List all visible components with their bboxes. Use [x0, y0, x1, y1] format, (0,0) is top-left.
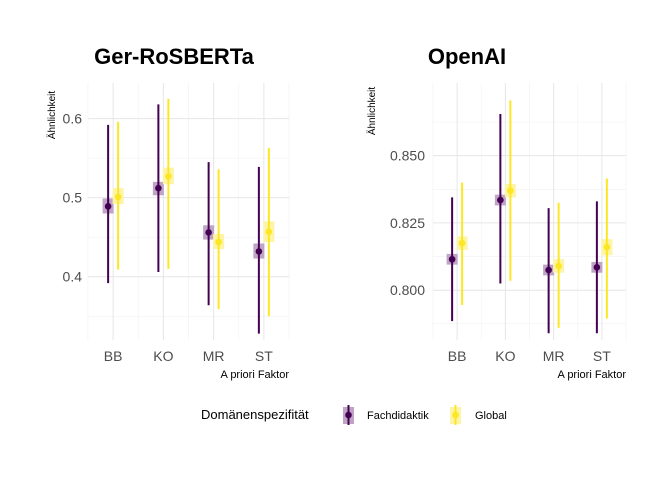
mean-point	[603, 243, 611, 251]
panel-ger-rosberta: Ger-RoSBERTa Ähnlichkeit A priori Faktor…	[46, 44, 289, 381]
y-tick-label: 0.6	[63, 111, 83, 127]
mean-point	[255, 248, 263, 255]
legend-key-fachdidaktik-point	[345, 411, 352, 419]
x-tick-label: KO	[495, 348, 515, 364]
mean-point	[507, 187, 514, 194]
mean-point	[104, 203, 112, 210]
legend-key-global-point	[452, 411, 459, 419]
panel-title: OpenAI	[428, 44, 506, 69]
legend-key-fachdidaktik	[343, 405, 354, 425]
mean-point	[265, 228, 273, 235]
y-tick-label: 0.800	[390, 282, 425, 298]
mean-point	[165, 173, 172, 180]
mean-point	[155, 184, 162, 192]
series-global	[112, 98, 275, 317]
y-axis-label: Ähnlichkeit	[46, 91, 58, 140]
panel-title: Ger-RoSBERTa	[94, 44, 254, 69]
legend-title: Domänenspezifität	[201, 407, 309, 422]
legend: Domänenspezifität Fachdidaktik Global	[201, 405, 507, 425]
mean-point	[114, 193, 122, 201]
series-fachdidaktik	[102, 104, 265, 334]
x-axis-label: A priori Faktor	[221, 369, 290, 381]
grid	[87, 83, 290, 340]
x-tick-label: BB	[448, 348, 467, 364]
x-tick-label: ST	[593, 348, 611, 364]
y-tick-label: 0.825	[390, 215, 425, 231]
y-axis-label: Ähnlichkeit	[366, 87, 378, 136]
mean-point	[458, 239, 466, 247]
mean-point	[448, 255, 456, 263]
grid	[432, 83, 627, 340]
x-tick-label: MR	[203, 348, 225, 364]
x-tick-label: MR	[543, 348, 565, 364]
y-tick-label: 0.4	[63, 269, 83, 285]
series-fachdidaktik	[446, 113, 603, 334]
x-tick-label: ST	[255, 348, 273, 364]
x-tick-label: KO	[153, 348, 173, 364]
panel-openai: OpenAI Ähnlichkeit A priori Faktor 0.800…	[366, 44, 626, 381]
legend-label-fachdidaktik: Fachdidaktik	[367, 410, 429, 422]
mean-point	[555, 262, 562, 270]
mean-point	[497, 196, 504, 204]
x-axis-label: A priori Faktor	[558, 369, 627, 381]
series-global	[456, 100, 613, 328]
mean-point	[593, 264, 601, 271]
y-tick-label: 0.5	[63, 190, 83, 206]
mean-point	[205, 229, 212, 236]
mean-point	[545, 266, 552, 274]
x-tick-label: BB	[104, 348, 123, 364]
y-tick-label: 0.850	[390, 148, 425, 164]
mean-point	[215, 238, 222, 246]
legend-key-global	[450, 405, 461, 425]
legend-label-global: Global	[475, 410, 507, 422]
